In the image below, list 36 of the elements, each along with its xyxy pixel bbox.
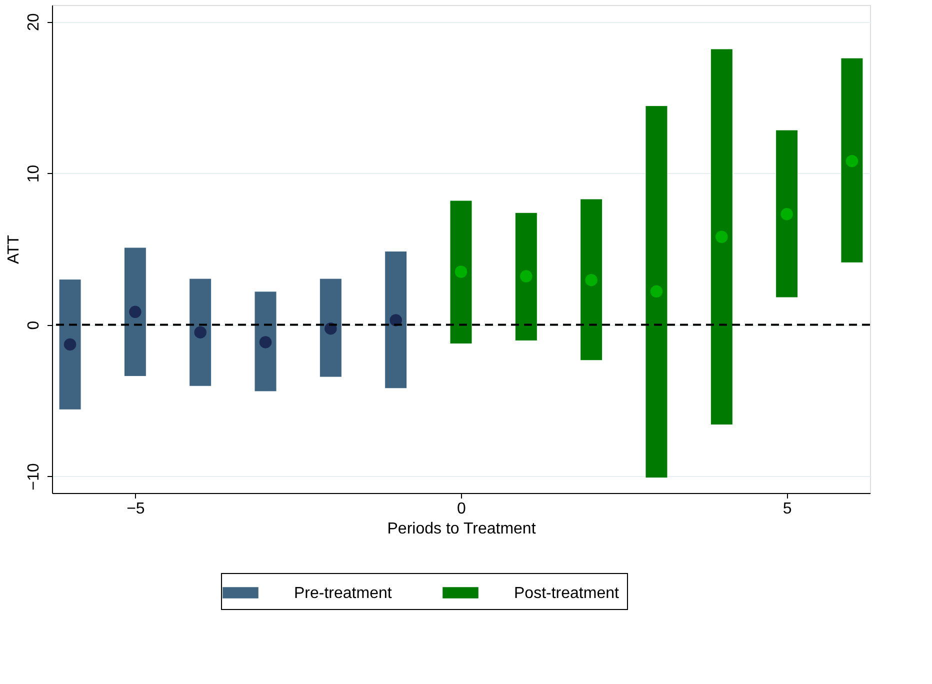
bar [319, 278, 342, 378]
bar [645, 106, 668, 478]
y-tick-label: −10 [26, 463, 42, 490]
point [650, 285, 663, 298]
bar [384, 251, 408, 389]
x-tick-label: 0 [457, 500, 466, 518]
legend-label: Post-treatment [514, 584, 620, 602]
point [520, 270, 532, 282]
bar [58, 279, 82, 410]
point [454, 266, 468, 278]
bar [840, 58, 864, 263]
bar [514, 212, 538, 341]
point [390, 314, 402, 326]
point [846, 154, 858, 168]
bar [254, 291, 277, 392]
y-tick-label: 0 [26, 320, 42, 330]
point [585, 274, 598, 286]
point [129, 306, 142, 318]
x-tick-label: −5 [126, 500, 145, 518]
legend-label: Pre-treatment [294, 584, 392, 602]
point [64, 338, 76, 351]
bar [450, 200, 472, 344]
y-axis-title: ATT [6, 234, 22, 264]
y-tick-label: 10 [26, 164, 42, 183]
point [780, 208, 793, 220]
bar [776, 130, 798, 298]
bar [189, 278, 212, 386]
y-tick-label: 20 [26, 13, 42, 32]
bar [124, 247, 146, 377]
point [194, 326, 206, 338]
bar [710, 48, 733, 426]
x-tick-label: 5 [782, 500, 792, 518]
point [716, 230, 728, 243]
point [259, 336, 272, 348]
bar [580, 198, 603, 361]
x-axis-title: Periods to Treatment [387, 520, 536, 538]
